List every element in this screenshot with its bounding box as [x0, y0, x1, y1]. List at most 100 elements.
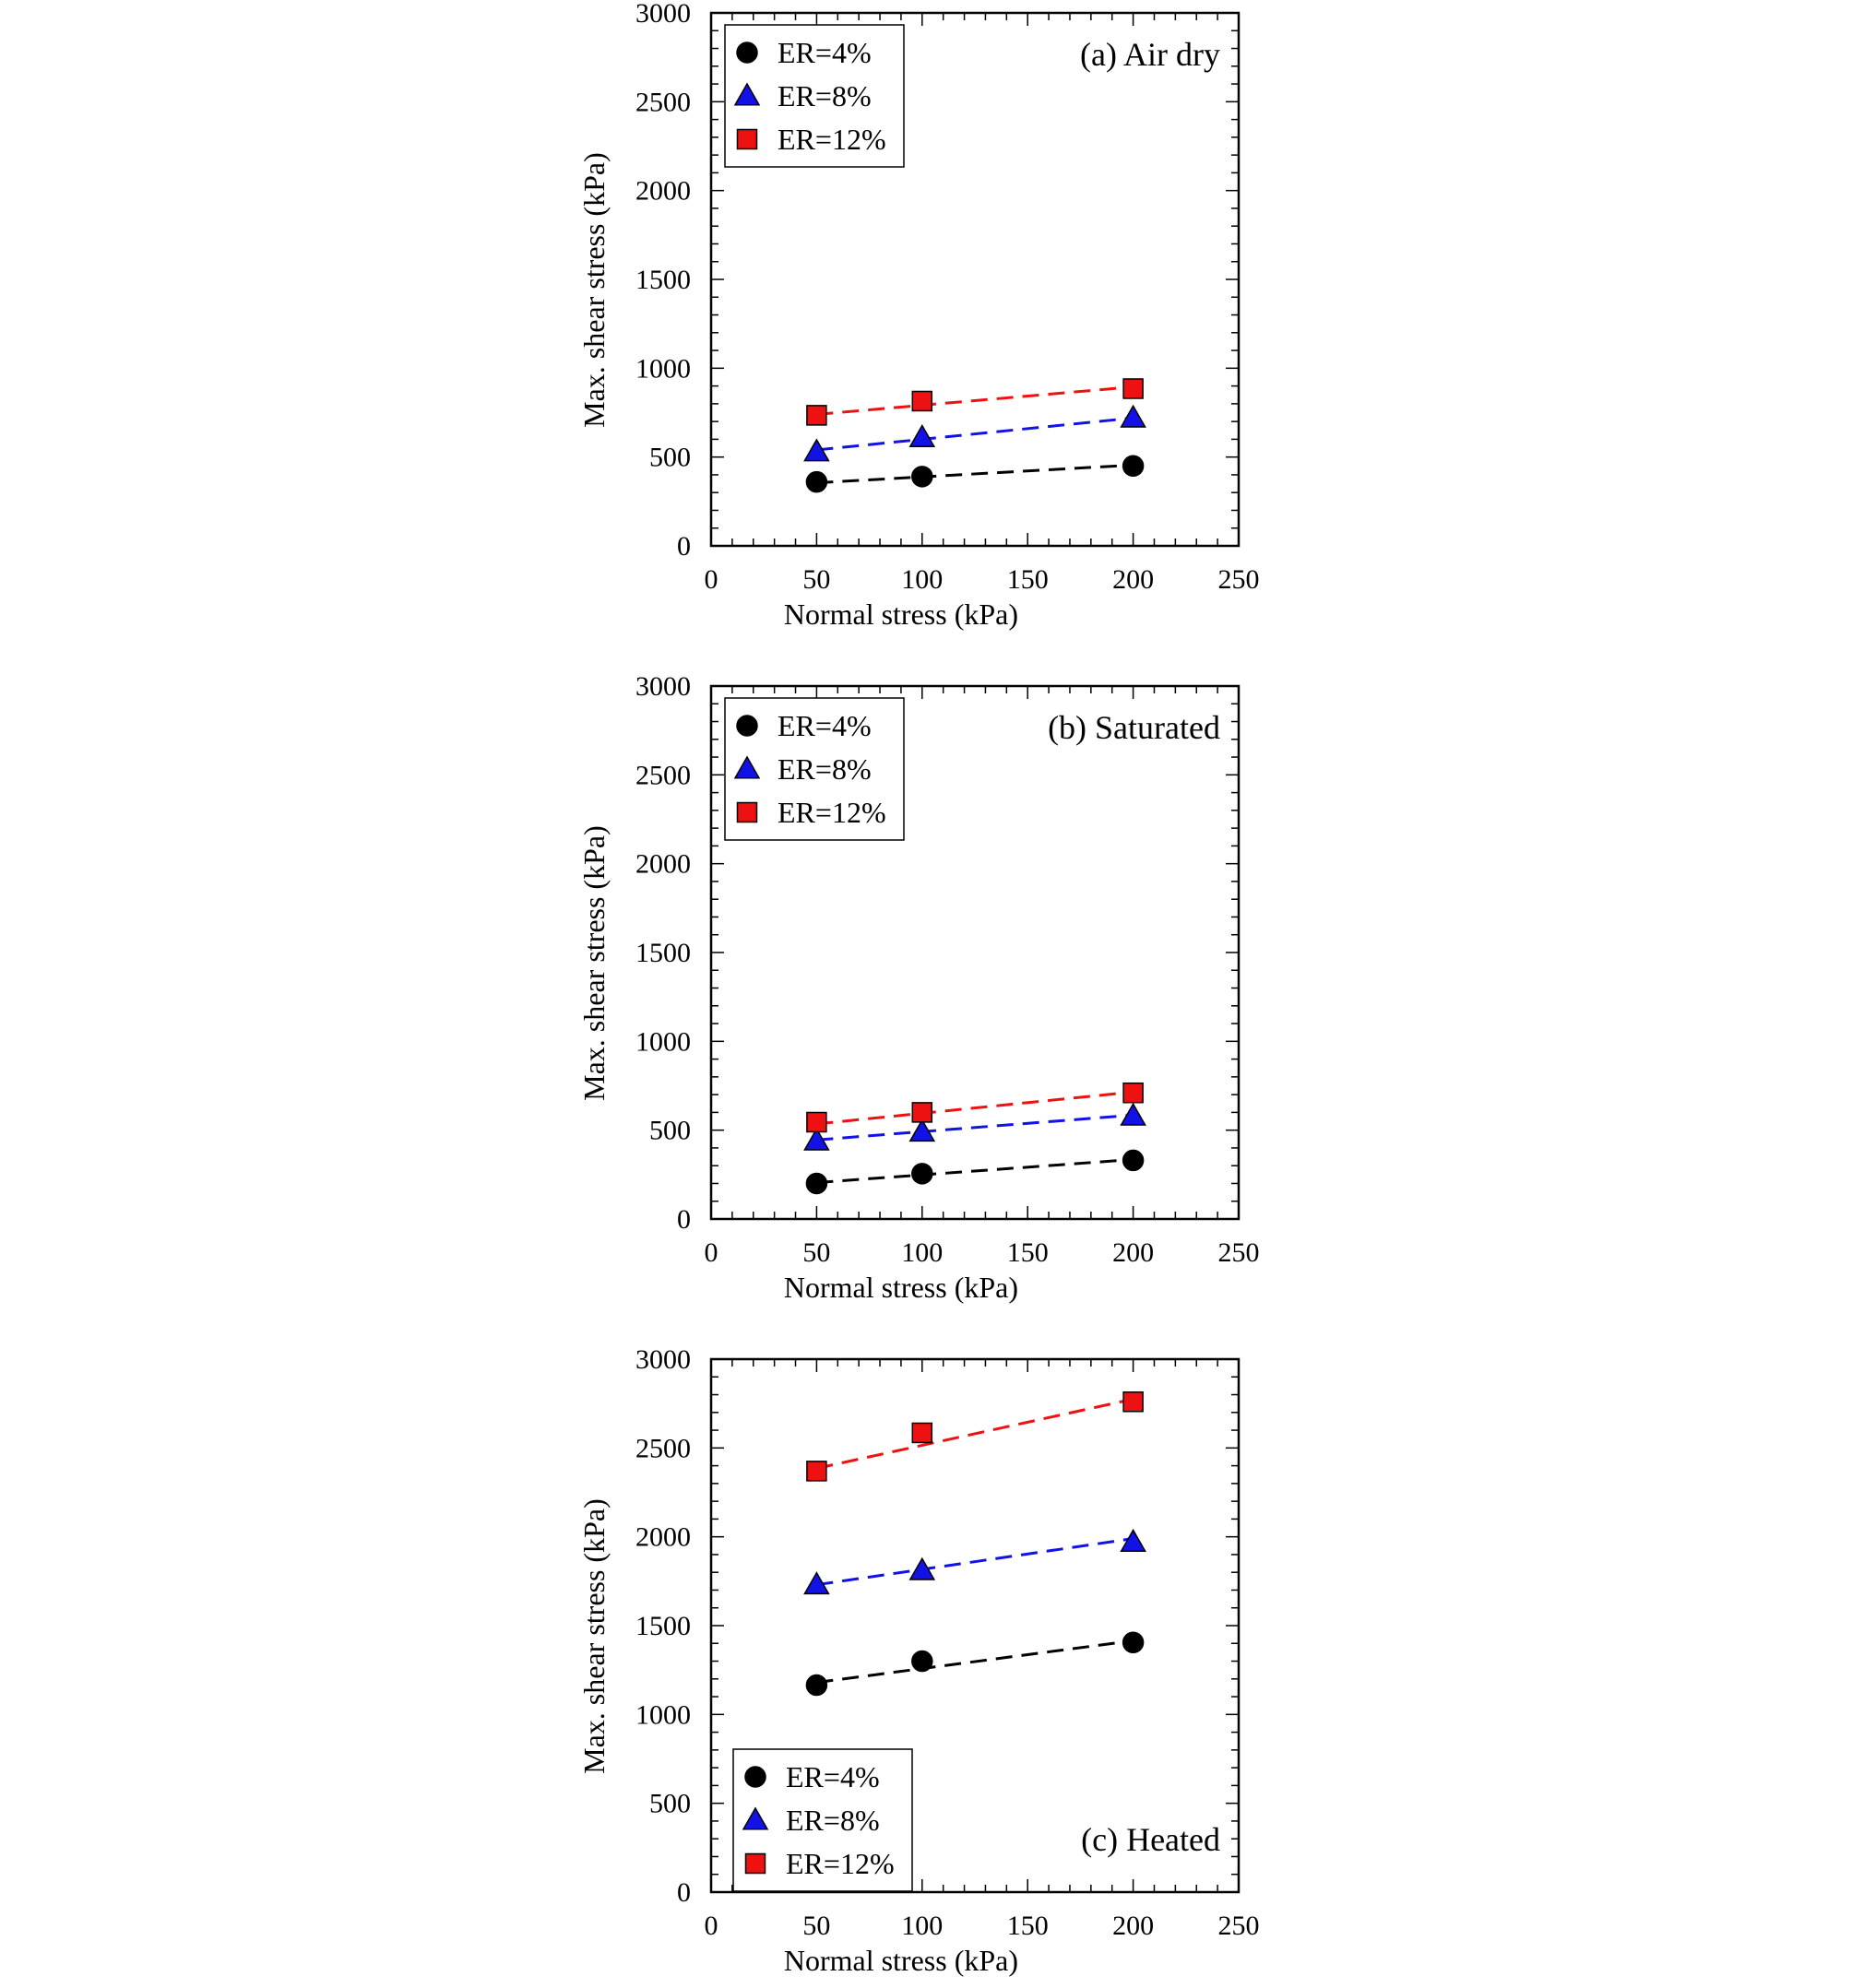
legend-label: ER=8% [778, 79, 872, 112]
y-tick-label: 500 [649, 1116, 691, 1146]
data-point [908, 1118, 936, 1142]
data-point [1120, 1102, 1146, 1126]
x-tick-label: 200 [1112, 564, 1154, 595]
x-tick-label: 0 [705, 1237, 718, 1268]
y-tick-label: 1500 [635, 938, 691, 968]
legend-label: ER=4% [786, 1760, 880, 1793]
data-point [803, 438, 830, 462]
data-point [805, 1172, 828, 1195]
y-tick-label: 2000 [635, 849, 691, 880]
panel-label: (c) Heated [1081, 1821, 1220, 1858]
panel-label: (a) Air dry [1080, 36, 1220, 73]
axis-ticks [710, 12, 1240, 547]
data-point [1122, 1149, 1145, 1172]
chart-panel-2: 0 50 100 150 200 250050010001500200025003000N… [577, 671, 1260, 1304]
x-tick-label: 200 [1112, 1911, 1154, 1941]
y-tick-label: 0 [677, 531, 691, 562]
data-point [1122, 1082, 1144, 1104]
y-axis-title: Max. shear stress (kPa) [577, 1498, 611, 1774]
x-tick-label: 250 [1218, 1911, 1260, 1941]
legend-marker [744, 1766, 766, 1788]
legend-label: ER=12% [778, 123, 886, 156]
series-er12 [806, 378, 1144, 426]
data-point [1122, 1390, 1144, 1413]
data-point [803, 1571, 830, 1595]
series-er8 [803, 1528, 1146, 1595]
legend-label: ER=4% [778, 709, 872, 742]
x-tick-label: 0 [705, 1911, 718, 1941]
y-tick-label: 3000 [635, 1344, 691, 1375]
data-point [1122, 1631, 1145, 1654]
series-er8 [803, 404, 1146, 462]
series-er4 [805, 1149, 1145, 1195]
legend: ER=4% ER=8% ER=12% [724, 697, 905, 841]
plot-frame [709, 11, 1241, 548]
legend-marker [736, 41, 758, 64]
x-axis-title: Normal stress (kPa) [784, 1271, 1018, 1304]
data-point [908, 423, 936, 447]
y-tick-label: 0 [677, 1204, 691, 1235]
fit-line [816, 1157, 1134, 1184]
data-point [1120, 1528, 1146, 1552]
data-point [911, 466, 933, 488]
y-tick-label: 1000 [635, 353, 691, 384]
fit-line [816, 1397, 1134, 1470]
data-point [911, 1650, 933, 1673]
x-tick-label: 200 [1112, 1237, 1154, 1268]
legend-marker [736, 801, 758, 823]
x-tick-label: 50 [802, 564, 830, 595]
panel-label: (b) Saturated [1048, 709, 1220, 746]
x-tick-label: 50 [802, 1911, 830, 1941]
legend-label: ER=4% [778, 36, 872, 69]
data-point [1122, 455, 1145, 478]
y-tick-label: 2500 [635, 1433, 691, 1463]
data-point [1120, 404, 1146, 428]
legend-label: ER=8% [778, 752, 872, 786]
y-tick-label: 1000 [635, 1026, 691, 1057]
x-tick-label: 0 [705, 564, 718, 595]
legend: ER=4% ER=8% ER=12% [732, 1748, 913, 1892]
fit-line [816, 1537, 1134, 1587]
plot-frame [709, 1357, 1241, 1894]
series-er4 [805, 1631, 1145, 1697]
x-tick-label: 50 [802, 1237, 830, 1268]
plot-frame [709, 684, 1241, 1221]
y-tick-label: 1500 [635, 265, 691, 295]
series-er12 [806, 1082, 1144, 1133]
x-tick-label: 100 [901, 1911, 943, 1941]
data-point [806, 1111, 827, 1133]
y-tick-label: 2000 [635, 176, 691, 207]
y-axis-title: Max. shear stress (kPa) [577, 825, 611, 1101]
y-tick-label: 500 [649, 1789, 691, 1819]
legend-label: ER=12% [778, 796, 886, 829]
x-axis-title: Normal stress (kPa) [784, 598, 1018, 631]
fit-line [816, 416, 1134, 452]
series-er4 [805, 455, 1145, 493]
y-tick-label: 2500 [635, 760, 691, 790]
legend-marker [736, 715, 758, 737]
data-point [805, 470, 828, 493]
chart-panel-1: 0 50 100 150 200 250050010001500200025003000N… [577, 0, 1260, 631]
data-point [1122, 378, 1144, 399]
y-tick-label: 0 [677, 1877, 691, 1908]
series-er8 [803, 1102, 1146, 1151]
fit-line [816, 385, 1134, 416]
legend-label: ER=8% [786, 1804, 880, 1837]
x-tick-label: 150 [1007, 1237, 1049, 1268]
data-point [806, 405, 827, 426]
legend-marker [733, 755, 761, 779]
fit-line [816, 1639, 1134, 1685]
y-axis-title: Max. shear stress (kPa) [577, 152, 611, 428]
series-er12 [806, 1390, 1144, 1482]
data-point [911, 1102, 933, 1123]
x-tick-label: 100 [901, 1237, 943, 1268]
fit-line [816, 1090, 1134, 1126]
x-axis-title: Normal stress (kPa) [784, 1944, 1018, 1977]
legend-marker [733, 82, 761, 106]
chart-panel-3: 0 50 100 150 200 250050010001500200025003000N… [577, 1344, 1260, 1977]
data-point [911, 1422, 933, 1444]
legend: ER=4% ER=8% ER=12% [724, 24, 905, 168]
y-tick-label: 2500 [635, 87, 691, 117]
legend-label: ER=12% [786, 1847, 895, 1880]
